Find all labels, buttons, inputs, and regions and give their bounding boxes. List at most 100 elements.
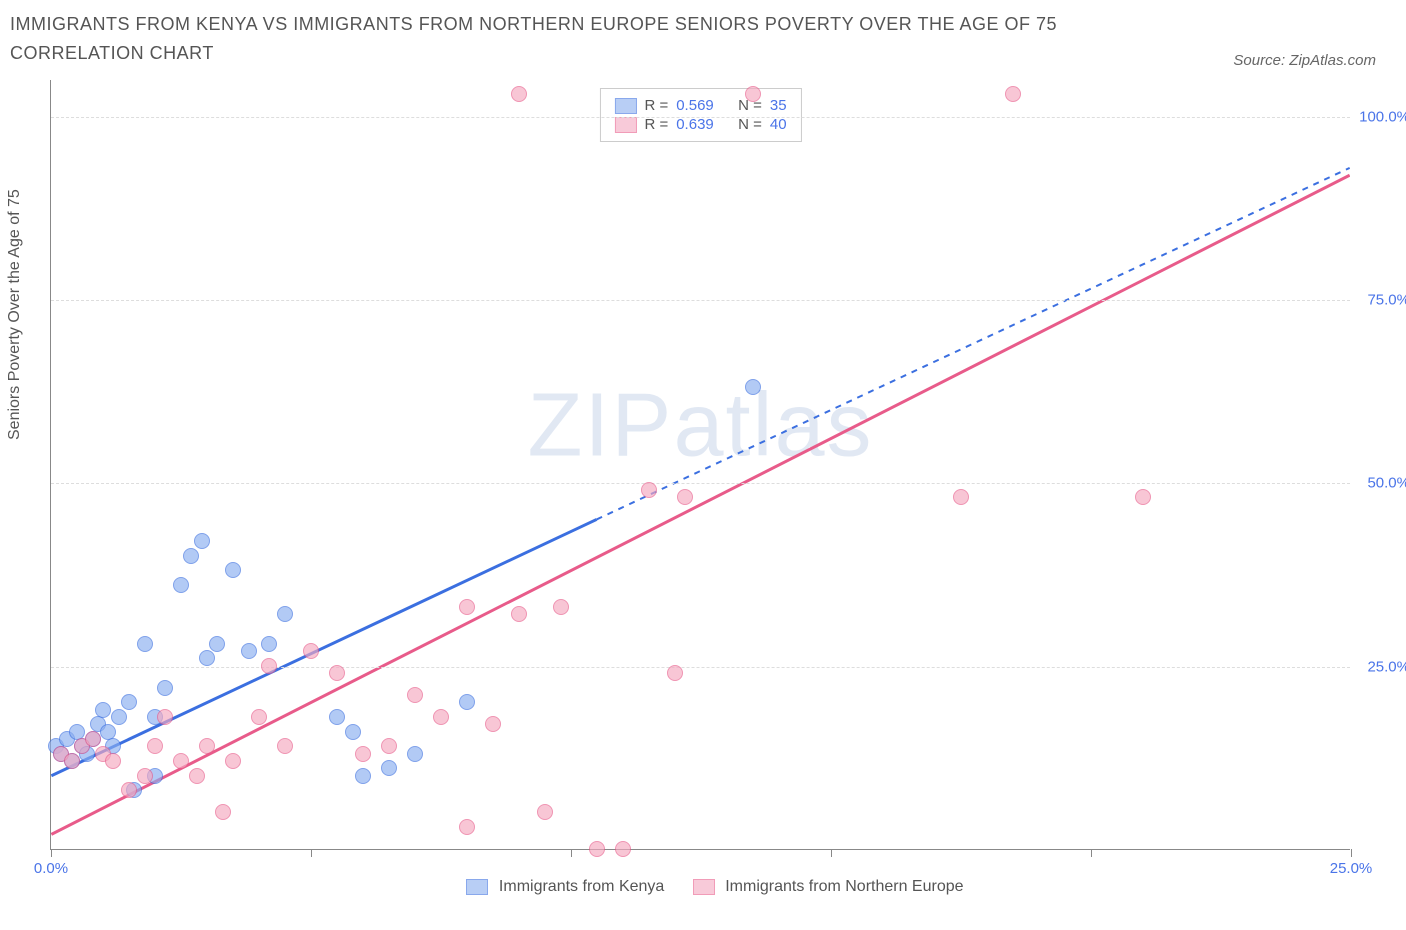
watermark-light: atlas	[673, 376, 873, 476]
scatter-point	[355, 746, 371, 762]
scatter-point	[511, 86, 527, 102]
legend-swatch-1	[614, 98, 636, 114]
scatter-point	[433, 709, 449, 725]
scatter-point	[261, 658, 277, 674]
r-label-2: R =	[644, 116, 668, 133]
legend-row-1: R = 0.569 N = 35	[614, 97, 786, 114]
bottom-legend: Immigrants from Kenya Immigrants from No…	[0, 878, 1406, 896]
scatter-point	[745, 379, 761, 395]
r-value-1: 0.569	[676, 97, 714, 114]
scatter-point	[345, 724, 361, 740]
y-axis-label: Seniors Poverty Over the Age of 75	[6, 189, 24, 440]
gridline	[51, 300, 1350, 301]
scatter-point	[459, 694, 475, 710]
scatter-point	[677, 489, 693, 505]
n-label-2: N =	[738, 116, 762, 133]
scatter-point	[121, 782, 137, 798]
scatter-point	[953, 489, 969, 505]
scatter-point	[69, 724, 85, 740]
y-tick-label: 25.0%	[1367, 658, 1406, 675]
scatter-point	[459, 819, 475, 835]
scatter-point	[194, 533, 210, 549]
scatter-point	[209, 636, 225, 652]
scatter-point	[157, 709, 173, 725]
scatter-point	[173, 753, 189, 769]
r-value-2: 0.639	[676, 116, 714, 133]
gridline	[51, 117, 1350, 118]
scatter-point	[615, 841, 631, 857]
gridline	[51, 483, 1350, 484]
n-value-2: 40	[770, 116, 787, 133]
scatter-point	[277, 606, 293, 622]
scatter-point	[355, 768, 371, 784]
scatter-point	[407, 746, 423, 762]
chart-title: IMMIGRANTS FROM KENYA VS IMMIGRANTS FROM…	[10, 10, 1130, 68]
scatter-point	[745, 86, 761, 102]
plot-area: ZIPatlas R = 0.569 N = 35 R = 0.639 N = …	[50, 80, 1350, 850]
scatter-point	[137, 768, 153, 784]
y-tick-label: 75.0%	[1367, 292, 1406, 309]
scatter-point	[189, 768, 205, 784]
source-attribution: Source: ZipAtlas.com	[1233, 52, 1376, 69]
x-tick	[1091, 849, 1092, 857]
scatter-point	[485, 716, 501, 732]
scatter-point	[137, 636, 153, 652]
x-tick-label: 0.0%	[34, 860, 68, 877]
watermark-bold: ZIP	[527, 376, 673, 476]
scatter-point	[261, 636, 277, 652]
scatter-point	[1005, 86, 1021, 102]
gridline	[51, 667, 1350, 668]
trend-lines-layer	[51, 80, 1350, 849]
scatter-point	[64, 753, 80, 769]
scatter-point	[303, 643, 319, 659]
x-tick	[51, 849, 52, 857]
source-label: Source:	[1233, 52, 1285, 69]
scatter-point	[121, 694, 137, 710]
scatter-point	[329, 665, 345, 681]
scatter-point	[157, 680, 173, 696]
scatter-point	[407, 687, 423, 703]
y-tick-label: 100.0%	[1359, 108, 1406, 125]
scatter-point	[381, 738, 397, 754]
watermark: ZIPatlas	[527, 375, 873, 478]
legend-swatch-2	[614, 117, 636, 133]
x-tick	[571, 849, 572, 857]
scatter-point	[667, 665, 683, 681]
scatter-point	[215, 804, 231, 820]
scatter-point	[241, 643, 257, 659]
scatter-point	[111, 709, 127, 725]
scatter-point	[100, 724, 116, 740]
x-tick	[831, 849, 832, 857]
x-tick-label: 25.0%	[1330, 860, 1373, 877]
n-value-1: 35	[770, 97, 787, 114]
y-tick-label: 50.0%	[1367, 475, 1406, 492]
scatter-point	[381, 760, 397, 776]
scatter-point	[95, 702, 111, 718]
chart-container: Seniors Poverty Over the Age of 75 ZIPat…	[0, 80, 1406, 900]
correlation-legend: R = 0.569 N = 35 R = 0.639 N = 40	[599, 88, 801, 142]
scatter-point	[511, 606, 527, 622]
scatter-point	[199, 738, 215, 754]
legend-row-2: R = 0.639 N = 40	[614, 116, 786, 133]
scatter-point	[553, 599, 569, 615]
bottom-legend-label-1: Immigrants from Kenya	[499, 878, 664, 895]
scatter-point	[105, 753, 121, 769]
bottom-legend-label-2: Immigrants from Northern Europe	[725, 878, 963, 895]
scatter-point	[277, 738, 293, 754]
scatter-point	[537, 804, 553, 820]
bottom-swatch-1	[466, 879, 488, 895]
scatter-point	[329, 709, 345, 725]
scatter-point	[1135, 489, 1151, 505]
scatter-point	[147, 738, 163, 754]
scatter-point	[173, 577, 189, 593]
r-label-1: R =	[644, 97, 668, 114]
scatter-point	[85, 731, 101, 747]
source-name: ZipAtlas.com	[1289, 52, 1376, 69]
bottom-swatch-2	[693, 879, 715, 895]
x-tick	[311, 849, 312, 857]
scatter-point	[183, 548, 199, 564]
scatter-point	[199, 650, 215, 666]
scatter-point	[225, 753, 241, 769]
scatter-point	[641, 482, 657, 498]
scatter-point	[589, 841, 605, 857]
